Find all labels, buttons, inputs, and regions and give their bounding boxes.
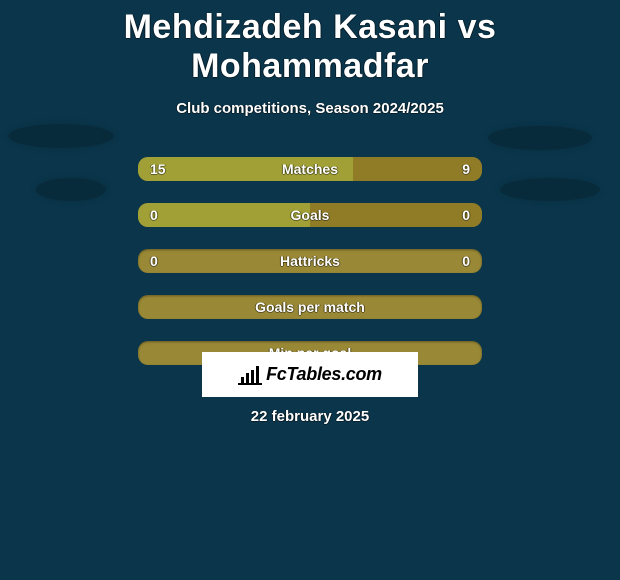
crest-shadow: [488, 126, 592, 150]
stat-label: Hattricks: [138, 249, 482, 273]
stat-row: Goals0 0: [0, 203, 620, 227]
crest-shadow: [36, 178, 106, 201]
site-logo[interactable]: FcTables.com: [202, 352, 418, 397]
date-line: 22 february 2025: [0, 408, 620, 425]
stat-label: Goals per match: [138, 295, 482, 319]
stat-row: Matches15 9: [0, 157, 620, 181]
stat-label: Goals: [138, 203, 482, 227]
logo-text: FcTables.com: [266, 364, 382, 385]
page-subtitle: Club competitions, Season 2024/2025: [0, 86, 620, 117]
stat-value-left: 15: [150, 157, 166, 181]
stat-value-left: 0: [150, 249, 158, 273]
crest-shadow: [8, 124, 114, 148]
stat-label: Matches: [138, 157, 482, 181]
bar-chart-icon: [238, 365, 262, 385]
crest-shadow: [500, 178, 600, 201]
page-title: Mehdizadeh Kasani vs Mohammadfar: [0, 0, 620, 86]
stat-value-right: 0: [462, 249, 470, 273]
stat-row: Hattricks0 0: [0, 249, 620, 273]
stat-value-right: 0: [462, 203, 470, 227]
stat-row: Goals per match: [0, 295, 620, 319]
stat-value-left: 0: [150, 203, 158, 227]
stat-value-right: 9: [462, 157, 470, 181]
